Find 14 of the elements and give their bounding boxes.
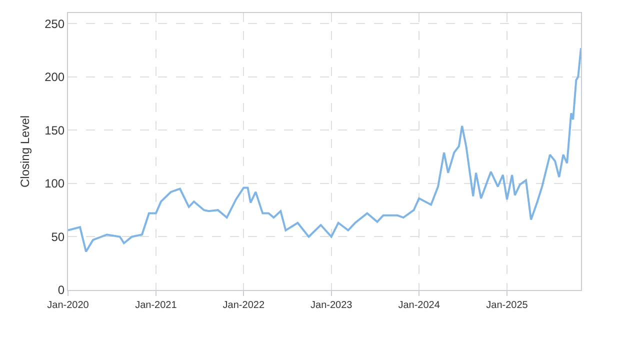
x-tick-label: Jan-2024 [398,300,440,311]
y-tick-label: 150 [44,123,65,138]
x-tick-label: Jan-2022 [222,300,265,311]
x-tick-label: Jan-2020 [47,300,90,311]
y-tick-label: 100 [44,176,65,191]
line-series [68,47,581,253]
y-axis-title: Closing Level [18,115,32,188]
x-tick-label: Jan-2025 [486,300,528,311]
x-tick-label: Jan-2021 [135,300,178,311]
y-tick-label: 250 [44,16,65,31]
x-tick-label: Jan-2023 [310,300,353,311]
y-tick-label: 200 [44,70,65,84]
y-tick-label: 50 [51,230,65,244]
y-tick-label: 0 [58,283,65,298]
